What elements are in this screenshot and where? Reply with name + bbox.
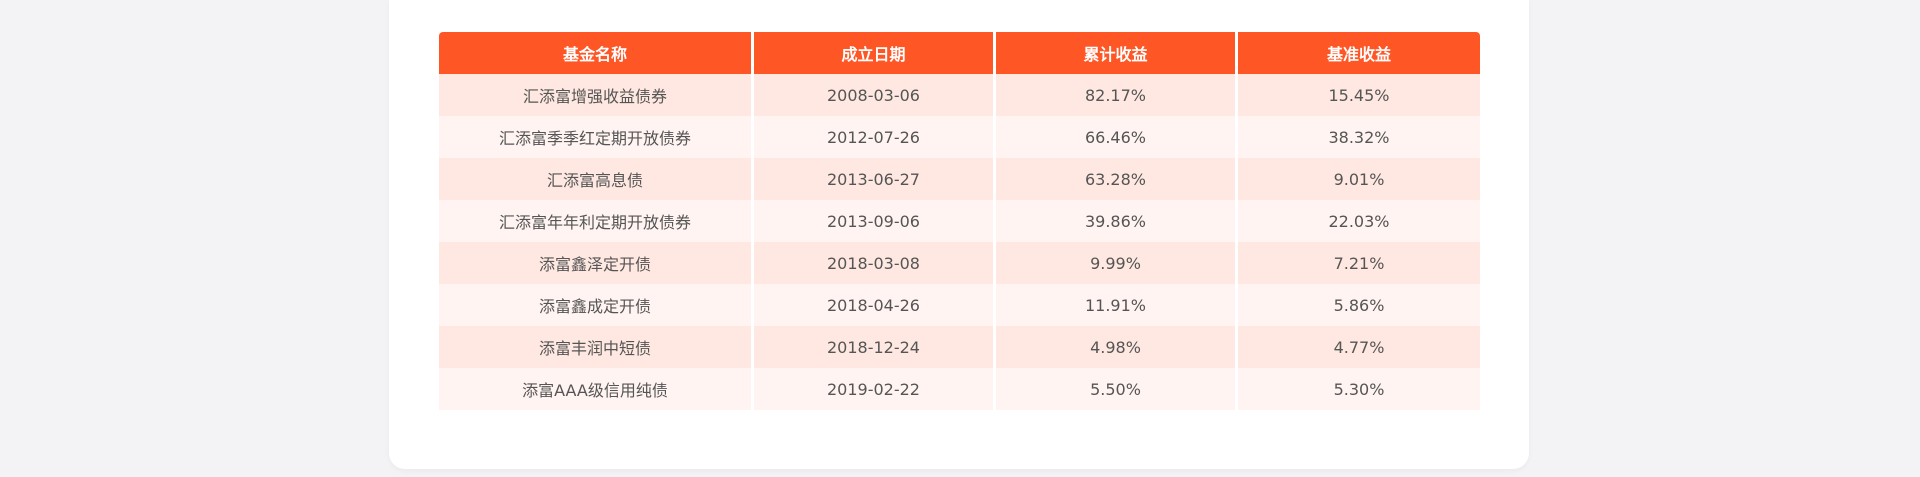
cell-benchmark-return: 5.86% <box>1238 284 1480 326</box>
table-row: 汇添富高息债 2013-06-27 63.28% 9.01% <box>439 158 1480 200</box>
cell-benchmark-return: 5.30% <box>1238 368 1480 410</box>
cell-inception-date: 2013-06-27 <box>754 158 996 200</box>
header-fund-name: 基金名称 <box>439 32 754 74</box>
cell-fund-name: 添富丰润中短债 <box>439 326 754 368</box>
cell-inception-date: 2018-04-26 <box>754 284 996 326</box>
cell-cumulative-return: 66.46% <box>996 116 1238 158</box>
cell-benchmark-return: 15.45% <box>1238 74 1480 116</box>
cell-cumulative-return: 4.98% <box>996 326 1238 368</box>
table-row: 汇添富季季红定期开放债券 2012-07-26 66.46% 38.32% <box>439 116 1480 158</box>
cell-fund-name: 添富鑫泽定开债 <box>439 242 754 284</box>
cell-fund-name: 汇添富年年利定期开放债券 <box>439 200 754 242</box>
fund-performance-table: 基金名称 成立日期 累计收益 基准收益 汇添富增强收益债券 2008-03-06… <box>439 32 1480 410</box>
header-cumulative-return: 累计收益 <box>996 32 1238 74</box>
cell-cumulative-return: 11.91% <box>996 284 1238 326</box>
cell-inception-date: 2012-07-26 <box>754 116 996 158</box>
cell-cumulative-return: 9.99% <box>996 242 1238 284</box>
cell-cumulative-return: 39.86% <box>996 200 1238 242</box>
table-row: 添富鑫成定开债 2018-04-26 11.91% 5.86% <box>439 284 1480 326</box>
table-row: 添富AAA级信用纯债 2019-02-22 5.50% 5.30% <box>439 368 1480 410</box>
header-benchmark-return: 基准收益 <box>1238 32 1480 74</box>
cell-inception-date: 2019-02-22 <box>754 368 996 410</box>
cell-fund-name: 添富AAA级信用纯债 <box>439 368 754 410</box>
cell-cumulative-return: 82.17% <box>996 74 1238 116</box>
cell-benchmark-return: 22.03% <box>1238 200 1480 242</box>
table-row: 添富丰润中短债 2018-12-24 4.98% 4.77% <box>439 326 1480 368</box>
cell-benchmark-return: 4.77% <box>1238 326 1480 368</box>
table-row: 汇添富增强收益债券 2008-03-06 82.17% 15.45% <box>439 74 1480 116</box>
cell-fund-name: 汇添富高息债 <box>439 158 754 200</box>
table-row: 添富鑫泽定开债 2018-03-08 9.99% 7.21% <box>439 242 1480 284</box>
table-header-row: 基金名称 成立日期 累计收益 基准收益 <box>439 32 1480 74</box>
cell-fund-name: 汇添富季季红定期开放债券 <box>439 116 754 158</box>
header-inception-date: 成立日期 <box>754 32 996 74</box>
cell-benchmark-return: 9.01% <box>1238 158 1480 200</box>
cell-inception-date: 2008-03-06 <box>754 74 996 116</box>
cell-benchmark-return: 38.32% <box>1238 116 1480 158</box>
cell-fund-name: 添富鑫成定开债 <box>439 284 754 326</box>
cell-inception-date: 2013-09-06 <box>754 200 996 242</box>
cell-fund-name: 汇添富增强收益债券 <box>439 74 754 116</box>
cell-cumulative-return: 63.28% <box>996 158 1238 200</box>
table-row: 汇添富年年利定期开放债券 2013-09-06 39.86% 22.03% <box>439 200 1480 242</box>
content-card: 基金名称 成立日期 累计收益 基准收益 汇添富增强收益债券 2008-03-06… <box>389 0 1529 469</box>
cell-benchmark-return: 7.21% <box>1238 242 1480 284</box>
cell-inception-date: 2018-12-24 <box>754 326 996 368</box>
cell-cumulative-return: 5.50% <box>996 368 1238 410</box>
cell-inception-date: 2018-03-08 <box>754 242 996 284</box>
